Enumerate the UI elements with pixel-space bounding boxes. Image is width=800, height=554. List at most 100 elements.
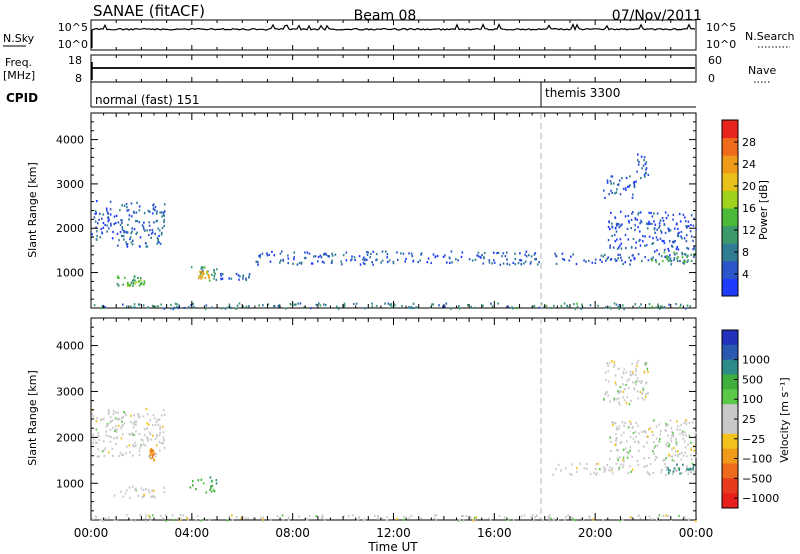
velocity-echo-cell <box>660 471 663 474</box>
xtick-label: 04:00 <box>175 526 210 540</box>
power-echo-cell <box>611 191 613 194</box>
velocity-echo-cell <box>282 519 285 522</box>
velocity-echo-cell <box>142 488 145 492</box>
velocity-echo-cell <box>679 472 681 475</box>
power-echo-cell <box>629 184 631 187</box>
power-echo-cell <box>609 180 612 183</box>
power-echo-cell <box>434 255 437 259</box>
power-echo-cell <box>199 270 201 273</box>
power-echo-cell <box>640 303 642 306</box>
power-echo-cell <box>152 204 154 207</box>
power-echo-cell <box>649 222 651 225</box>
velocity-echo-cell <box>637 397 640 400</box>
velocity-echo-cell <box>609 400 611 403</box>
velocity-echo-cell <box>147 437 149 440</box>
power-echo-cell <box>686 255 688 258</box>
power-echo-cell <box>561 252 564 255</box>
power-echo-cell <box>107 220 110 223</box>
power-echo-cell <box>105 207 108 210</box>
power-echo-cell <box>122 234 125 238</box>
freq-strip: Freq. [MHz] 18 8 60 0 Nave <box>3 54 776 85</box>
velocity-echo-cell <box>607 364 609 367</box>
power-echo-cell <box>208 275 211 278</box>
power-echo-cell <box>652 256 654 259</box>
power-echo-cell <box>281 250 283 253</box>
velocity-echo-cell <box>693 470 696 473</box>
power-echo-cell <box>426 261 429 264</box>
velocity-echo-cell <box>620 441 623 444</box>
power-echo-cell <box>123 229 125 232</box>
velocity-colorbar-tick: −500 <box>742 472 772 485</box>
power-echo-cell <box>328 255 331 258</box>
velocity-echo-layer <box>91 359 698 523</box>
velocity-echo-cell <box>112 426 114 429</box>
power-echo-cell <box>163 211 165 214</box>
velocity-echo-cell <box>631 362 633 365</box>
power-echo-cell <box>681 253 684 256</box>
power-echo-cell <box>430 261 432 265</box>
power-echo-cell <box>384 302 386 305</box>
power-echo-cell <box>594 258 597 261</box>
velocity-echo-cell <box>638 449 640 452</box>
power-echo-cell <box>683 260 685 263</box>
velocity-echo-cell <box>661 468 663 471</box>
velocity-echo-cell <box>683 516 685 519</box>
power-echo-cell <box>110 222 112 225</box>
power-echo-cell <box>136 231 138 234</box>
velocity-echo-cell <box>645 393 647 396</box>
power-echo-cell <box>638 160 640 164</box>
power-echo-cell <box>117 276 119 279</box>
power-echo-cell <box>101 305 104 308</box>
power-echo-cell <box>668 303 670 306</box>
power-echo-cell <box>529 262 532 265</box>
power-echo-cell <box>319 304 322 307</box>
power-echo-cell <box>394 304 396 307</box>
velocity-echo-cell <box>149 453 151 456</box>
velocity-echo-cell <box>215 482 218 485</box>
power-echo-cell <box>449 261 451 264</box>
power-echo-cell <box>345 259 348 262</box>
velocity-colorbar-swatch <box>722 344 738 361</box>
power-echo-cell <box>651 222 653 225</box>
power-echo-cell <box>653 220 655 223</box>
velocity-echo-cell <box>687 518 690 521</box>
velocity-echo-cell <box>663 458 665 462</box>
power-echo-cell <box>635 180 637 183</box>
velocity-echo-cell <box>131 432 133 435</box>
power-echo-cell <box>143 221 145 224</box>
power-echo-cell <box>238 302 241 305</box>
power-echo-cell <box>675 247 678 251</box>
power-echo-cell <box>287 254 289 257</box>
velocity-echo-cell <box>288 518 290 521</box>
power-echo-cell <box>576 302 578 305</box>
velocity-echo-cell <box>144 444 147 447</box>
velocity-echo-cell <box>130 518 133 522</box>
power-echo-cell <box>512 261 515 264</box>
power-echo-cell <box>145 242 147 245</box>
power-echo-cell <box>614 226 617 229</box>
velocity-echo-cell <box>655 455 657 458</box>
velocity-echo-cell <box>103 440 105 443</box>
power-echo-cell <box>684 253 687 256</box>
velocity-echo-cell <box>658 423 660 426</box>
power-echo-cell <box>684 220 687 223</box>
velocity-echo-cell <box>686 465 688 468</box>
power-echo-cell <box>692 224 695 227</box>
power-echo-cell <box>158 229 161 232</box>
power-echo-cell <box>572 253 574 256</box>
velocity-echo-cell <box>608 458 611 461</box>
velocity-echo-cell <box>666 445 668 448</box>
velocity-echo-cell <box>549 517 551 520</box>
velocity-echo-cell <box>641 430 643 434</box>
power-echo-cell <box>442 255 445 258</box>
velocity-echo-cell <box>647 472 650 475</box>
velocity-echo-cell <box>636 459 639 462</box>
power-echo-cell <box>620 247 623 250</box>
power-echo-cell <box>682 213 685 216</box>
power-echo-cell <box>157 240 159 243</box>
power-echo-cell <box>643 159 645 162</box>
power-echo-cell <box>538 261 540 264</box>
power-echo-cell <box>293 256 295 259</box>
power-echo-cell <box>432 253 435 256</box>
power-echo-cell <box>280 259 282 262</box>
